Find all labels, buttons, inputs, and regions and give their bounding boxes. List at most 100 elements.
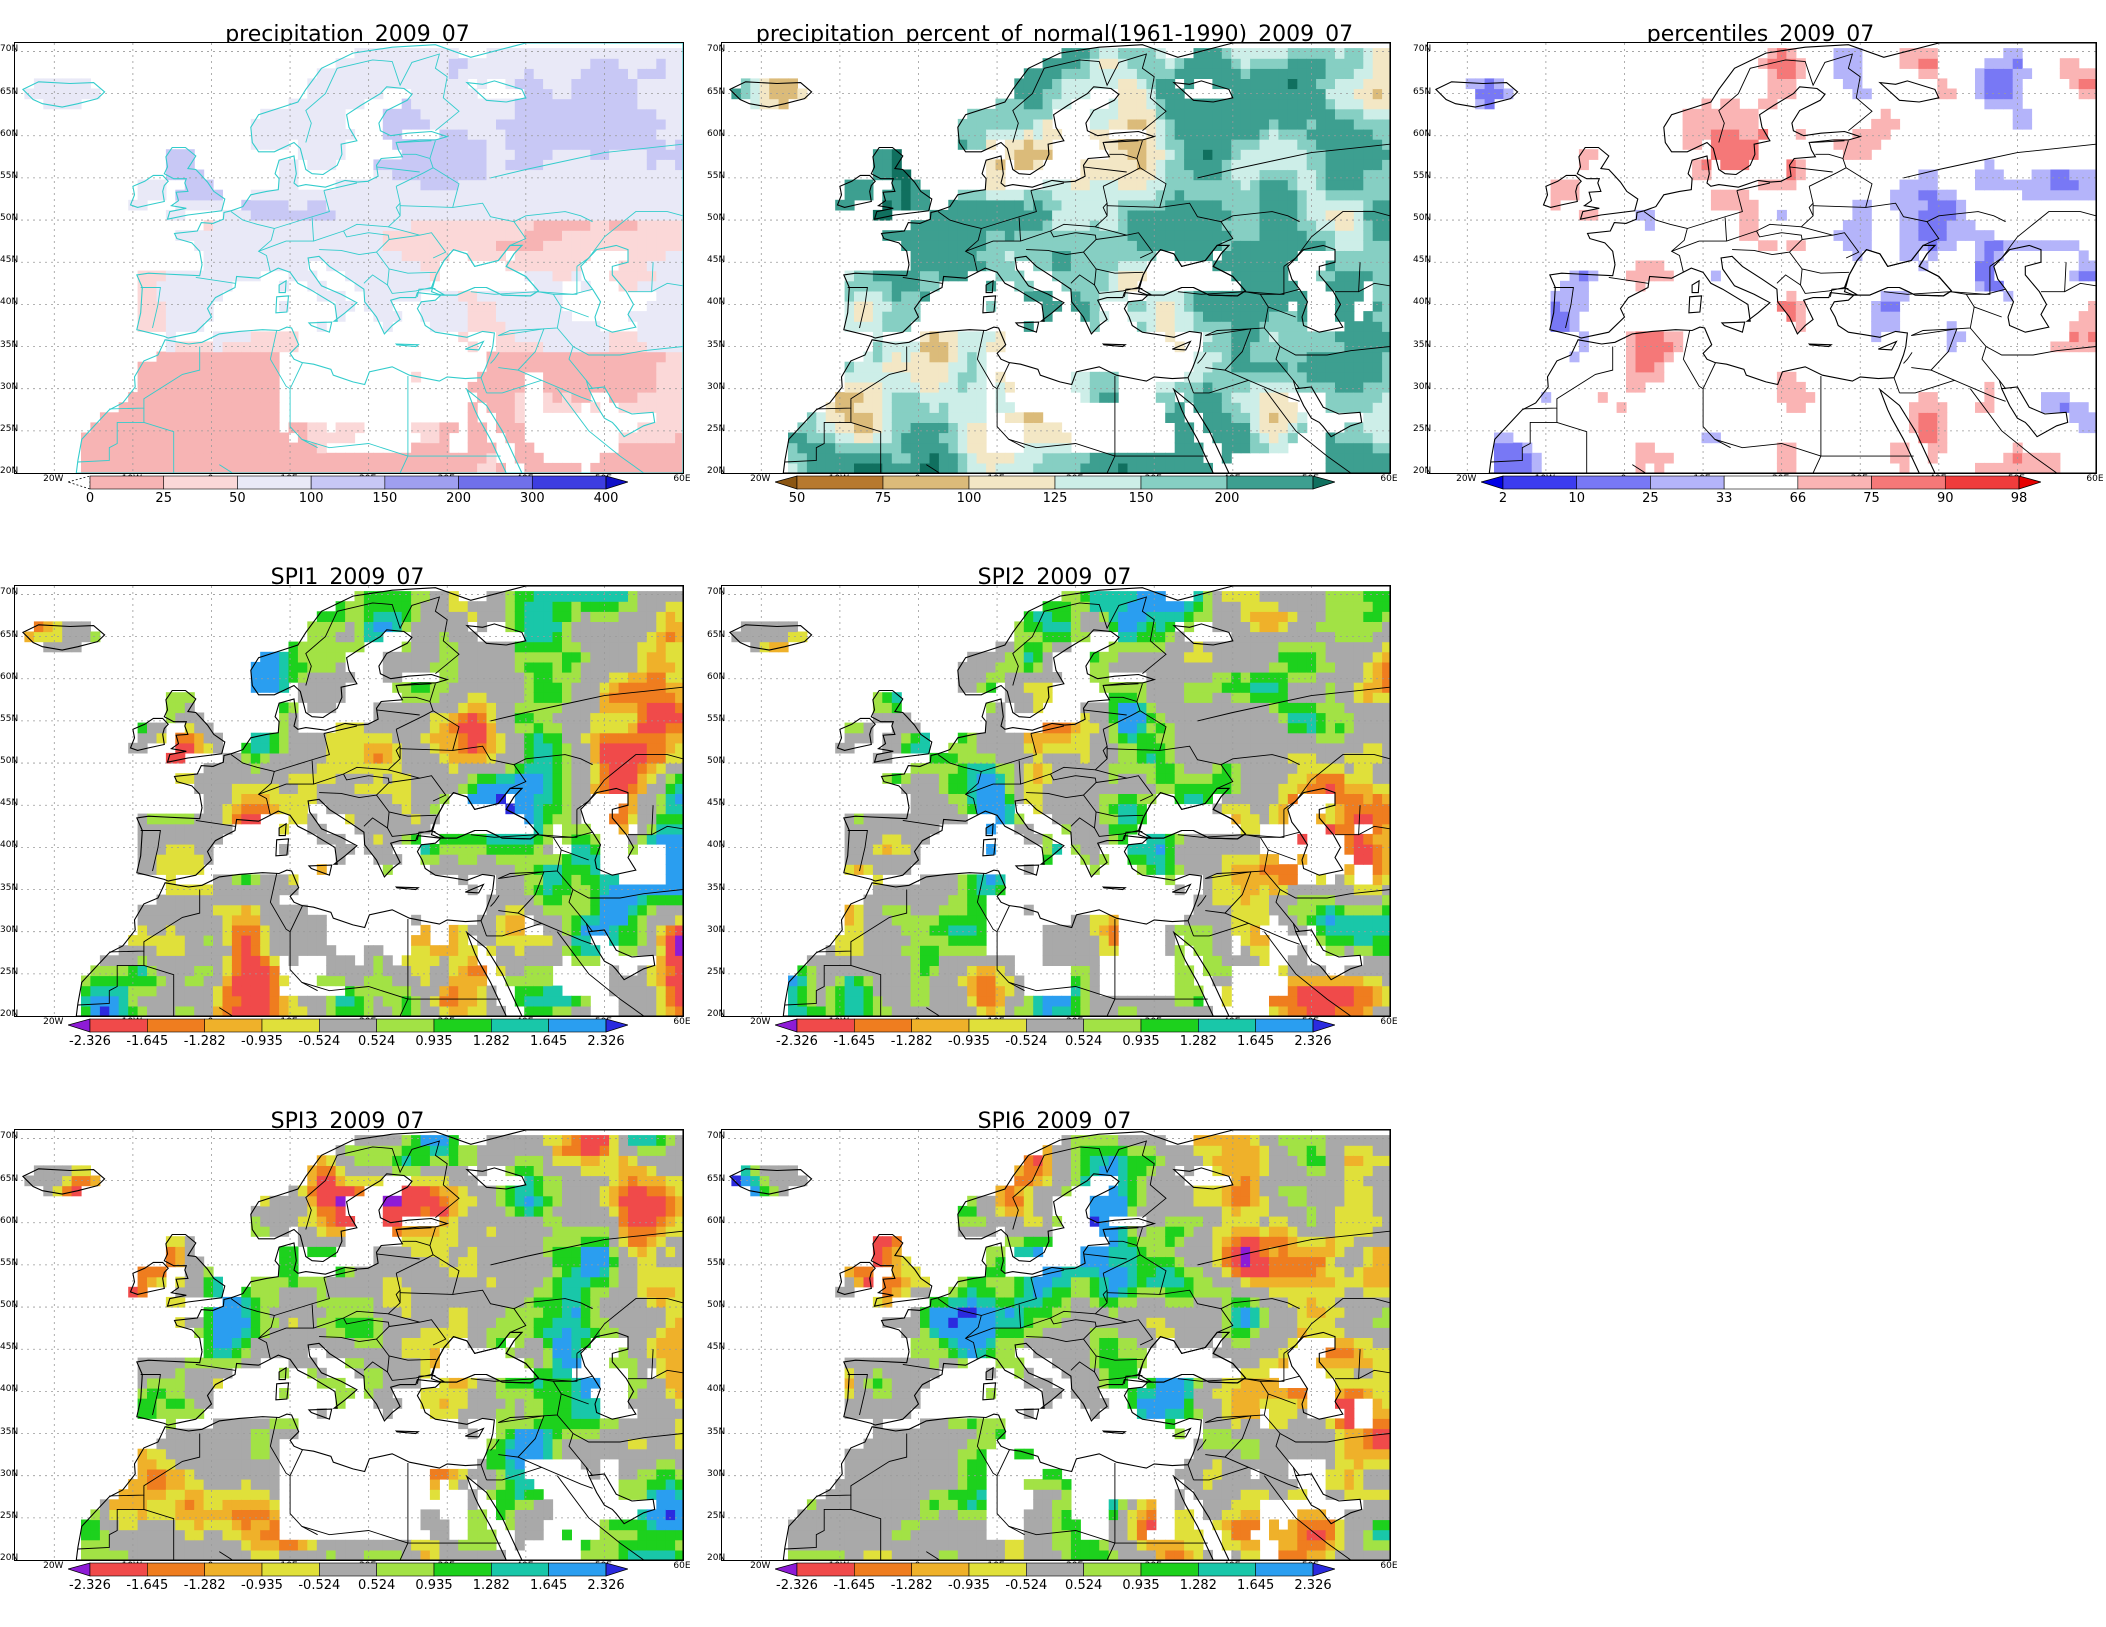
colorbar-segment [1141,1563,1198,1576]
colorbar-label: -0.524 [1005,1034,1047,1049]
lat-tick-label: 45N [707,255,725,265]
colorbar-label: -1.645 [126,1034,168,1049]
colorbar-segment [1026,1563,1083,1576]
colorbar-segment [854,1019,911,1032]
lat-tick-label: 55N [707,714,725,724]
colorbar-segment [434,1019,491,1032]
colorbar-label: 125 [1043,491,1068,506]
colorbar-segment [377,1563,434,1576]
colorbar-right-arrow [1313,476,1335,489]
colorbar-label: 0 [86,491,94,506]
lat-tick-label: 20N [707,1553,725,1563]
lat-tick-label: 70N [1413,44,1431,54]
colorbar-segment [883,476,969,489]
lat-tick-label: 70N [0,1131,18,1141]
colorbar-label: -2.326 [69,1034,111,1049]
lat-tick-label: 45N [707,798,725,808]
colorbar-left-arrow [775,1563,797,1576]
lat-tick-label: 40N [1413,297,1431,307]
colorbar [68,475,628,491]
colorbar-left-arrow [68,1019,90,1032]
lat-tick-label: 40N [0,1384,18,1394]
lat-tick-label: 25N [0,967,18,977]
colorbar-label: 2.326 [587,1034,624,1049]
colorbar-segment [1141,1019,1198,1032]
lat-tick-label: 70N [707,587,725,597]
lat-tick-label: 65N [0,1174,18,1184]
lat-tick-label: 30N [0,925,18,935]
colorbar [1481,475,2041,491]
colorbar-label: -1.645 [833,1578,875,1593]
lat-tick-label: 35N [707,340,725,350]
colorbar-segment [377,1019,434,1032]
colorbar-left-arrow [775,1019,797,1032]
lat-tick-label: 25N [0,1511,18,1521]
colorbar-label: 1.645 [1237,1034,1274,1049]
colorbar [775,1018,1335,1034]
map-svg [722,1130,1390,1560]
lat-tick-label: 65N [707,87,725,97]
lat-tick-label: 25N [707,967,725,977]
map-svg [15,586,683,1016]
colorbar-label: 50 [229,491,246,506]
colorbar-label: -1.645 [126,1578,168,1593]
lat-tick-label: 20N [707,1009,725,1019]
lat-tick-label: 60N [0,672,18,682]
colorbar-segment [969,1019,1026,1032]
map-svg [1428,43,2096,473]
lat-tick-label: 45N [0,255,18,265]
colorbar-segment [1650,476,1724,489]
colorbar-label: 100 [957,491,982,506]
colorbar-segment [459,476,533,489]
colorbar-left-arrow [775,476,797,489]
colorbar-segment [311,476,385,489]
colorbar-segment [969,1563,1026,1576]
colorbar-segment [1577,476,1651,489]
map-svg [15,43,683,473]
map-frame [721,1129,1391,1561]
colorbar-segment [1872,476,1946,489]
lon-tick-label: 60E [673,1017,690,1027]
colorbar-label: 0.935 [415,1034,452,1049]
lat-tick-label: 55N [0,171,18,181]
colorbar-label: 1.645 [530,1578,567,1593]
colorbar-right-arrow [1313,1563,1335,1576]
colorbar-segment [1141,476,1227,489]
colorbar-left-arrow [1481,476,1503,489]
colorbar-label: -1.282 [184,1034,226,1049]
colorbar-label: 150 [1129,491,1154,506]
colorbar-segment [434,1563,491,1576]
map-frame [14,42,684,474]
lat-tick-label: 45N [0,798,18,808]
colorbar-label: 0.524 [358,1034,395,1049]
colorbar-label: -1.645 [833,1034,875,1049]
colorbar-right-arrow [1313,1019,1335,1032]
lon-tick-label: 60E [673,1561,690,1571]
colorbar-label: -0.935 [948,1034,990,1049]
lat-tick-label: 40N [707,297,725,307]
lat-tick-label: 55N [1413,171,1431,181]
colorbar-label: -0.524 [1005,1578,1047,1593]
colorbar-label: 1.645 [530,1034,567,1049]
lon-tick-label: 20W [43,1561,63,1571]
lat-tick-label: 50N [0,1300,18,1310]
colorbar-segment [262,1019,319,1032]
lon-tick-label: 20W [750,474,770,484]
colorbar-segment [912,1019,969,1032]
colorbar-label: 2 [1499,491,1507,506]
lat-tick-label: 65N [0,630,18,640]
colorbar-label: -2.326 [776,1034,818,1049]
lat-tick-label: 60N [0,1216,18,1226]
colorbar-segment [205,1019,262,1032]
colorbar [68,1562,628,1578]
lat-tick-label: 20N [0,1553,18,1563]
colorbar [68,1018,628,1034]
colorbar-segment [797,476,883,489]
colorbar-segment [385,476,459,489]
lat-tick-label: 55N [707,171,725,181]
map-frame [14,1129,684,1561]
lat-tick-label: 25N [707,1511,725,1521]
colorbar-right-arrow [2019,476,2041,489]
lat-tick-label: 35N [0,340,18,350]
